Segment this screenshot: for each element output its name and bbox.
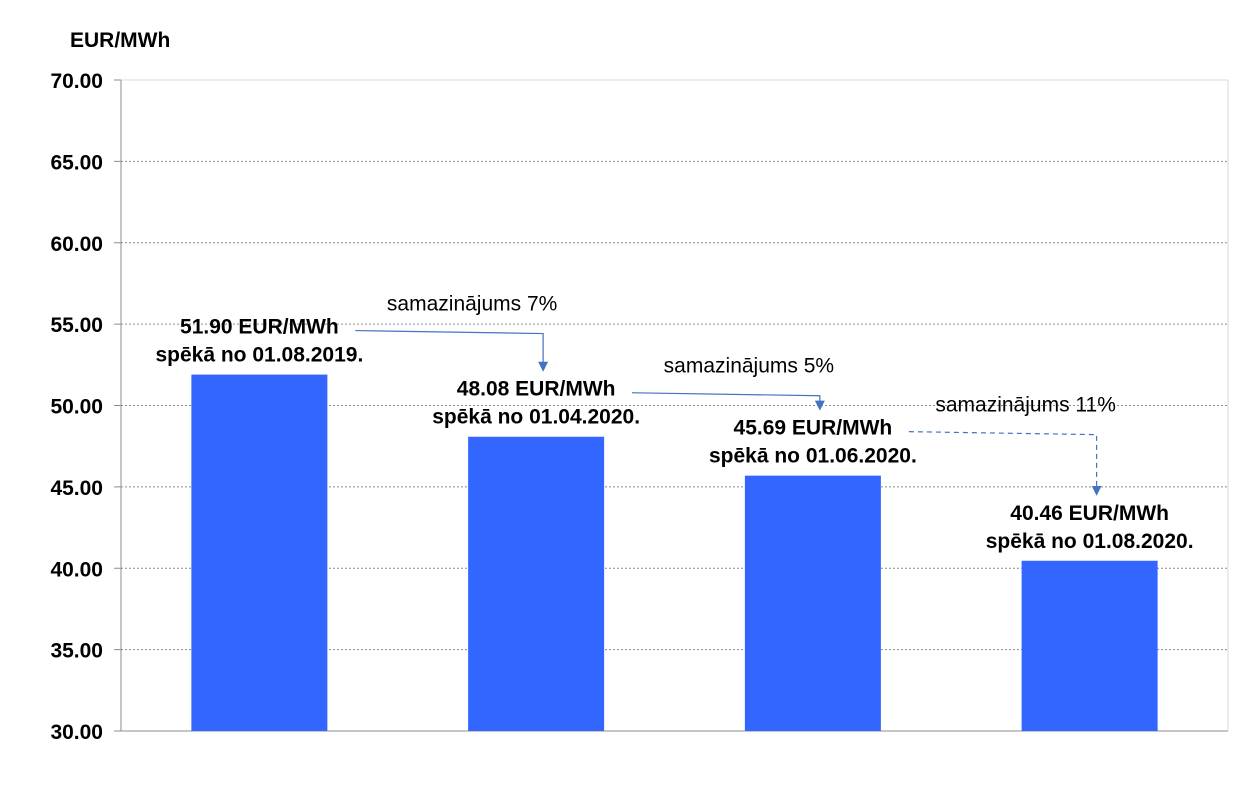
y-axis-label: EUR/MWh — [70, 29, 170, 52]
y-tick-label: 30.00 — [50, 721, 103, 744]
data-labels: 51.90 EUR/MWh spēkā no 01.08.2019. 48.08 E… — [155, 316, 1193, 553]
y-tick-label: 45.00 — [50, 477, 103, 500]
y-tick-label: 35.00 — [50, 640, 103, 663]
bar — [468, 436, 605, 731]
y-tick-label: 60.00 — [50, 233, 103, 256]
data-label-value: 51.90 EUR/MWh — [180, 316, 339, 339]
annotation-arrow — [355, 329, 549, 372]
annotation-label: samazinājums 7% — [387, 293, 557, 316]
y-tick-labels: 30.00 35.00 40.00 45.00 50.00 55.00 60.00 65.00… — [50, 70, 103, 744]
annotation-arrow — [908, 431, 1102, 496]
y-tick-label: 70.00 — [50, 70, 103, 93]
data-label-date: spēkā no 01.04.2020. — [432, 406, 640, 429]
y-tick-label: 50.00 — [50, 396, 103, 419]
annotations: samazinājums 7% samazinājums 5% samazināju… — [355, 293, 1116, 496]
data-label-value: 45.69 EUR/MWh — [734, 417, 893, 440]
annotation-label: samazinājums 11% — [935, 394, 1116, 417]
bar — [744, 475, 881, 731]
bar — [1021, 560, 1158, 731]
annotation-label: samazinājums 5% — [664, 355, 834, 378]
annotation-arrow — [632, 392, 825, 411]
bars — [191, 374, 1158, 731]
data-label-value: 40.46 EUR/MWh — [1010, 502, 1169, 525]
data-label-date: spēkā no 01.08.2020. — [986, 530, 1194, 553]
y-tick-label: 55.00 — [50, 314, 103, 337]
bar — [191, 374, 328, 731]
y-tick-label: 40.00 — [50, 558, 103, 581]
data-label-value: 48.08 EUR/MWh — [457, 378, 616, 401]
data-label-date: spēkā no 01.08.2019. — [155, 344, 363, 367]
y-tick-label: 65.00 — [50, 151, 103, 174]
data-label-date: spēkā no 01.06.2020. — [709, 445, 917, 468]
